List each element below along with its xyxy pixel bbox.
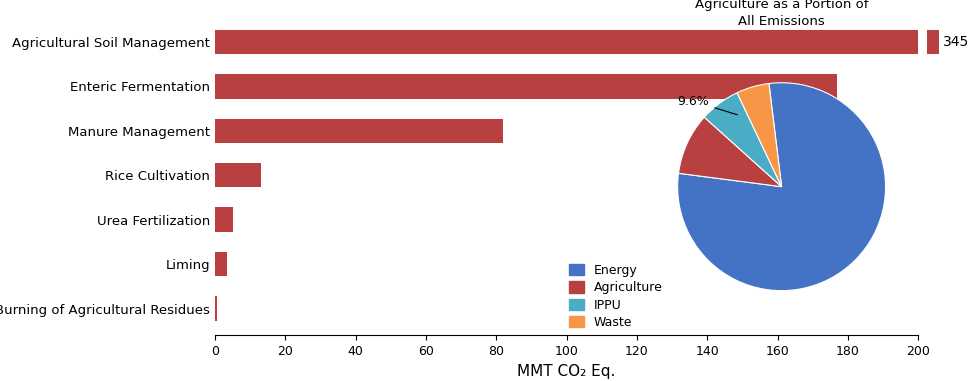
Wedge shape: [678, 117, 782, 187]
Wedge shape: [704, 93, 782, 187]
Wedge shape: [737, 83, 782, 187]
Text: 9.6%: 9.6%: [678, 95, 738, 115]
Bar: [920, 30, 927, 54]
Title: Agriculture as a Portion of
All Emissions: Agriculture as a Portion of All Emission…: [695, 0, 869, 28]
Bar: [927, 30, 940, 54]
X-axis label: MMT CO₂ Eq.: MMT CO₂ Eq.: [518, 363, 616, 379]
Bar: [215, 252, 228, 276]
Legend: Energy, Agriculture, IPPU, Waste: Energy, Agriculture, IPPU, Waste: [569, 264, 662, 329]
Text: 345: 345: [943, 35, 969, 49]
Wedge shape: [678, 83, 885, 291]
Bar: [215, 296, 217, 321]
Bar: [215, 30, 918, 54]
Bar: [215, 74, 837, 99]
Bar: [215, 163, 261, 187]
Bar: [215, 208, 233, 232]
Bar: [215, 118, 503, 143]
